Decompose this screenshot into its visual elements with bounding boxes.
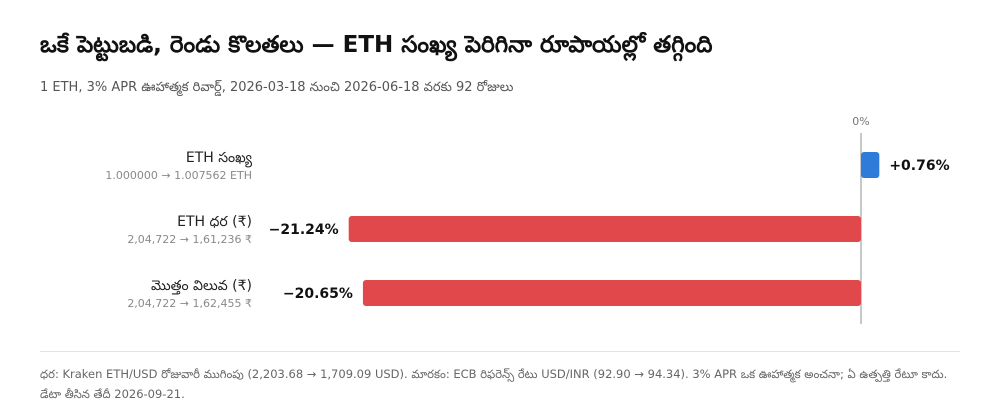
bar-2 [348, 216, 862, 242]
chart-subtitle: 1 ETH, 3% APR ఊహాత్మక రివార్డ్, 2026-03-… [40, 80, 514, 95]
footer-divider [40, 351, 960, 352]
value-label: −20.65% [283, 286, 353, 302]
category-label: మొత్తం విలువ (₹) [151, 278, 252, 295]
category-detail: 2,04,722 → 1,62,455 ₹ [127, 297, 252, 310]
bar-1 [861, 152, 880, 178]
zero-tick-label: 0% [852, 115, 869, 128]
value-label: −21.24% [269, 222, 339, 238]
category-label: ETH సంఖ్య [186, 150, 253, 168]
bar-3 [362, 280, 861, 306]
category-detail: 1.000000 → 1.007562 ETH [105, 169, 252, 182]
category-detail: 2,04,722 → 1,61,236 ₹ [127, 233, 252, 246]
category-label: ETH ధర (₹) [177, 214, 252, 230]
source-note: ధర: Kraken ETH/USD రోజువారీ ముగింపు (2,2… [40, 367, 948, 401]
chart-title: ఒకే పెట్టుబడి, రెండు కొలతలు — ETH సంఖ్య … [40, 32, 713, 58]
value-label: +0.76% [889, 158, 949, 174]
